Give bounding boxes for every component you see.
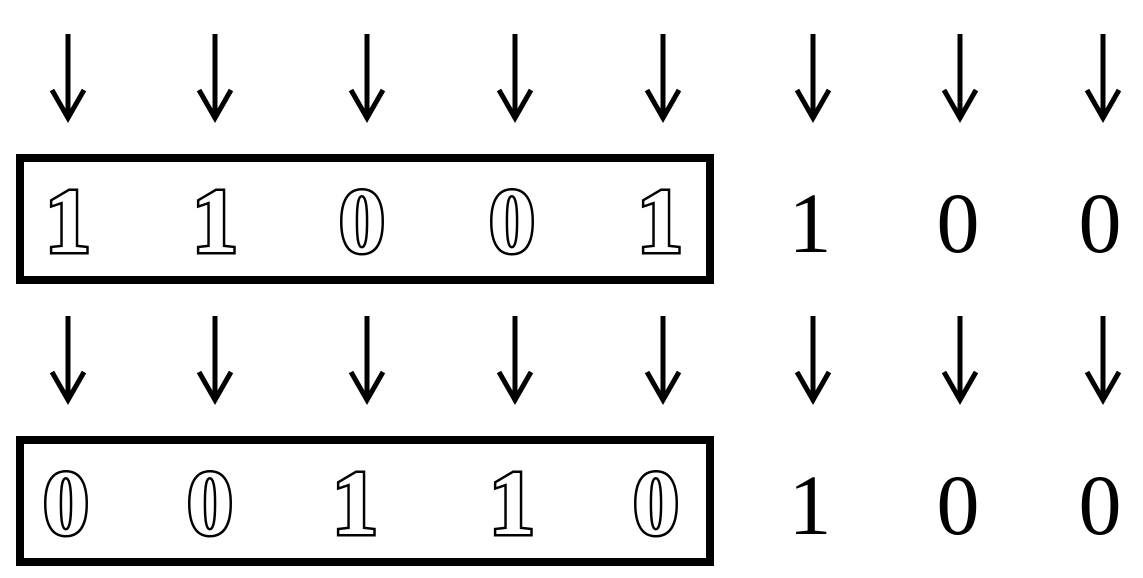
- down-arrow-icon: [1087, 34, 1119, 118]
- arrow-row-1: [52, 34, 1119, 118]
- plain-bit: 0: [1079, 175, 1122, 271]
- down-arrow-icon: [52, 34, 84, 118]
- boxed-bit: 1: [637, 170, 683, 272]
- boxed-bit: 1: [45, 170, 91, 272]
- boxed-bit: 1: [332, 452, 378, 554]
- boxed-bits-frame: [16, 436, 714, 566]
- plain-bit: 0: [937, 175, 980, 271]
- down-arrow-icon: [647, 316, 679, 400]
- down-arrow-icon: [499, 34, 531, 118]
- boxed-bits-frame: [16, 154, 714, 284]
- down-arrow-icon: [1087, 316, 1119, 400]
- plain-bit: 1: [789, 175, 832, 271]
- down-arrow-icon: [647, 34, 679, 118]
- down-arrow-icon: [797, 34, 829, 118]
- down-arrow-icon: [797, 316, 829, 400]
- boxed-bit: 1: [192, 170, 238, 272]
- down-arrow-icon: [351, 316, 383, 400]
- plain-bit: 0: [1079, 457, 1122, 553]
- down-arrow-icon: [199, 34, 231, 118]
- boxed-bit: 0: [43, 452, 89, 554]
- boxed-bit: 0: [187, 452, 233, 554]
- plain-bit: 0: [937, 457, 980, 553]
- down-arrow-icon: [52, 316, 84, 400]
- down-arrow-icon: [199, 316, 231, 400]
- plain-bit: 1: [789, 457, 832, 553]
- down-arrow-icon: [944, 34, 976, 118]
- bit-register-row-1: 1 1 0 0 1 1 0 0: [16, 154, 1122, 284]
- down-arrow-icon: [944, 316, 976, 400]
- bit-register-row-2: 0 0 1 1 0 1 0 0: [16, 436, 1122, 566]
- down-arrow-icon: [499, 316, 531, 400]
- boxed-bit: 1: [489, 452, 535, 554]
- boxed-bit: 0: [633, 452, 679, 554]
- down-arrow-icon: [351, 34, 383, 118]
- arrow-row-2: [52, 316, 1119, 400]
- boxed-bit: 0: [339, 170, 385, 272]
- boxed-bit: 0: [489, 170, 535, 272]
